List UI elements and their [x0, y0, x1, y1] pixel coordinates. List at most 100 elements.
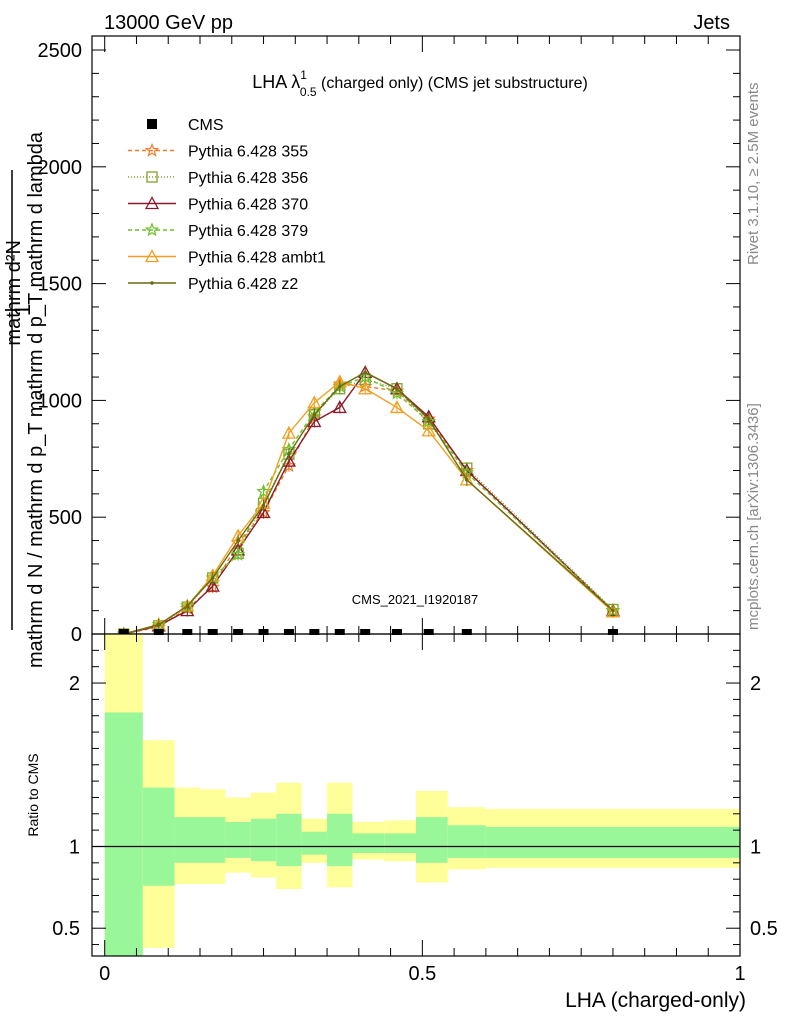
- energy-label: 13000 GeV pp: [104, 12, 233, 34]
- stat-uncertainty-band: [301, 831, 328, 855]
- cms-point: [334, 629, 345, 635]
- cms-point: [391, 629, 402, 635]
- legend-marker: [144, 142, 160, 157]
- legend-marker: [144, 222, 160, 237]
- stat-uncertainty-band: [276, 813, 302, 867]
- series-point: [332, 400, 347, 414]
- series-point: [611, 608, 615, 613]
- stat-uncertainty-band: [225, 821, 251, 858]
- series-point: [426, 417, 431, 421]
- legend-label: CMS: [188, 117, 224, 134]
- cms-point: [233, 629, 244, 635]
- source-label: mcplots.cern.ch [arXiv:1306.3436]: [745, 403, 762, 630]
- legend-item: Pythia 6.428 379: [128, 222, 308, 240]
- legend-item: Pythia 6.428 ambt1: [128, 249, 326, 267]
- stat-uncertainty-band: [174, 817, 200, 863]
- series-point: [389, 400, 405, 414]
- legend-label: Pythia 6.428 ambt1: [188, 250, 326, 267]
- watermark-label: CMS_2021_I1920187: [352, 592, 479, 607]
- series-point: [363, 370, 367, 375]
- ratio-y-tick-label: 1: [69, 836, 80, 858]
- chart-title: LHA λ1 0.5 (charged only) (CMS jet substr…: [252, 68, 588, 99]
- legend-marker: [150, 281, 154, 285]
- stat-uncertainty-band: [327, 813, 353, 867]
- cms-point: [283, 629, 294, 635]
- y-tick-label: 1500: [38, 274, 83, 296]
- rivet-version-label: Rivet 3.1.10, ≥ 2.5M events: [745, 82, 762, 266]
- series-point: [236, 538, 240, 543]
- ratio-frame: [91, 633, 741, 957]
- chart-title-main: LHA λ: [252, 72, 300, 92]
- stat-uncertainty-band: [485, 826, 740, 858]
- chart-title-sub: 0.5: [300, 85, 317, 99]
- series-point: [156, 622, 161, 627]
- y-tick-label: 2000: [38, 157, 83, 179]
- cms-point: [153, 629, 164, 635]
- series-point: [337, 384, 342, 389]
- series-point: [287, 452, 291, 456]
- legend-label: Pythia 6.428 370: [188, 197, 308, 214]
- cms-point: [118, 629, 129, 635]
- series-point: [605, 604, 621, 618]
- legend-label: Pythia 6.428 379: [188, 223, 308, 240]
- series-point: [358, 381, 373, 395]
- series-point: [307, 414, 322, 428]
- series-point: [281, 425, 297, 439]
- series-point: [307, 395, 322, 409]
- series-point: [230, 546, 246, 561]
- series-5: [121, 366, 615, 640]
- ratio-y-tick-label-right: 0.5: [750, 918, 778, 940]
- stat-uncertainty-band: [200, 817, 226, 863]
- legend-label: Pythia 6.428 z2: [188, 276, 298, 293]
- ratio-panel: 0.5 0.5 1 1 2 2 0 0.5 1 Ratio to CMS LHA (charged-…: [25, 633, 778, 1012]
- series-point: [312, 412, 317, 417]
- y-label-one: 1: [10, 304, 35, 316]
- stat-uncertainty-band: [384, 833, 416, 854]
- main-panel: LHA λ1 0.5 (charged only) (CMS jet substr…: [3, 35, 741, 668]
- y-label-numerator: mathrm d²N: [3, 240, 25, 346]
- legend-marker: [146, 171, 158, 183]
- chart-title-sup: 1: [300, 68, 307, 82]
- stat-uncertainty-band: [447, 825, 486, 858]
- cms-point: [461, 629, 472, 635]
- x-tick-label: 1: [734, 963, 745, 985]
- stat-uncertainty-band: [416, 817, 448, 863]
- series-point: [389, 385, 405, 400]
- chart-title-rest: (charged only) (CMS jet substructure): [317, 75, 588, 92]
- category-label: Jets: [693, 12, 730, 34]
- cms-point: [423, 629, 434, 635]
- ratio-y-tick-label: 0.5: [52, 918, 80, 940]
- legend-label: Pythia 6.428 356: [188, 170, 308, 187]
- series-point: [210, 576, 215, 580]
- y-label-denominator: mathrm d N / mathrm d p_T mathrm d p_T m…: [25, 131, 47, 668]
- legend-item: CMS: [147, 117, 224, 134]
- stat-uncertainty-band: [352, 833, 385, 854]
- uncertainty-bands: [104, 634, 740, 956]
- legend: CMS Pythia 6.428 355 Pythia 6.428 356 Pythi…: [128, 117, 326, 293]
- stat-uncertainty-band: [104, 712, 143, 956]
- y-tick-label: 1000: [38, 390, 83, 412]
- series-point: [205, 578, 220, 592]
- x-tick-label: 0.5: [408, 963, 436, 985]
- cms-point: [182, 629, 193, 635]
- ratio-y-tick-label-right: 1: [750, 836, 761, 858]
- series-point: [185, 604, 190, 608]
- series-point: [395, 386, 399, 391]
- legend-label: Pythia 6.428 355: [188, 144, 308, 161]
- y-tick-label: 2500: [38, 40, 83, 62]
- legend-item: Pythia 6.428 370: [128, 196, 308, 214]
- ratio-y-tick-label: 2: [69, 673, 80, 695]
- legend-marker: [144, 249, 160, 263]
- series-point: [256, 505, 271, 519]
- x-axis-label: LHA (charged-only): [565, 989, 746, 1012]
- ratio-y-tick-label-right: 2: [750, 673, 761, 695]
- cms-point: [207, 629, 218, 635]
- legend-item: Pythia 6.428 356: [128, 170, 308, 187]
- stat-uncertainty-band: [142, 787, 175, 886]
- series-line-3: [123, 376, 614, 635]
- series-point: [261, 503, 266, 508]
- ratio-y-label-group: Ratio to CMS: [25, 753, 41, 836]
- ratio-y-label: Ratio to CMS: [25, 753, 41, 836]
